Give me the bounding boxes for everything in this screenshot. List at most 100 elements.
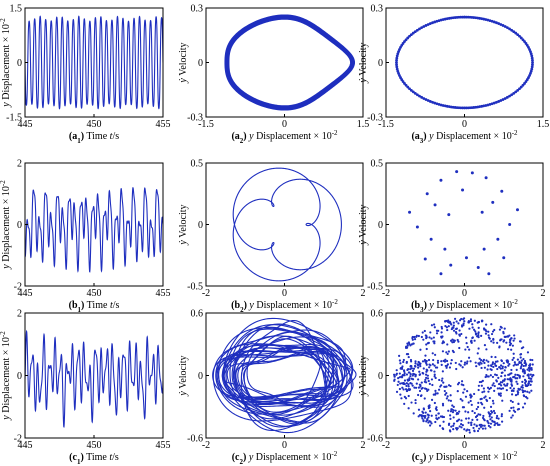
poincare-point bbox=[476, 414, 479, 417]
poincare-point bbox=[515, 208, 519, 212]
poincare-point bbox=[487, 334, 490, 337]
phase-orbit bbox=[225, 344, 335, 407]
poincare-point bbox=[476, 335, 479, 338]
poincare-point bbox=[490, 340, 493, 343]
poincare-point bbox=[444, 393, 447, 396]
poincare-point bbox=[436, 359, 440, 362]
poincare-point bbox=[398, 372, 401, 375]
poincare-point bbox=[455, 412, 458, 416]
poincare-point bbox=[523, 359, 527, 363]
poincare-point bbox=[430, 422, 433, 425]
poincare-point bbox=[473, 429, 476, 432]
poincare-point bbox=[492, 101, 496, 105]
poincare-point bbox=[500, 359, 504, 363]
poincare-point bbox=[419, 365, 422, 368]
poincare-point bbox=[433, 373, 436, 376]
poincare-point bbox=[518, 34, 521, 38]
poincare-point bbox=[425, 361, 428, 365]
poincare-point bbox=[520, 363, 524, 366]
poincare-point bbox=[531, 373, 535, 377]
poincare-point bbox=[469, 396, 472, 399]
poincare-point bbox=[474, 330, 477, 333]
poincare-point bbox=[402, 381, 405, 385]
poincare-point bbox=[501, 371, 504, 374]
poincare-point bbox=[480, 397, 483, 400]
panel-a2: -1.5 0 1.5 -0.3 0 0.3 ẏ Velocity (a2) y Displac… bbox=[178, 4, 369, 146]
poincare-point bbox=[528, 366, 531, 369]
poincare-point bbox=[467, 356, 471, 359]
poincare-point bbox=[416, 363, 419, 366]
poincare-point bbox=[448, 429, 452, 432]
poincare-point bbox=[449, 394, 452, 397]
y-axis-label: ẏ Velocity bbox=[178, 42, 189, 83]
poincare-point bbox=[422, 97, 426, 100]
poincare-point bbox=[418, 383, 421, 386]
poincare-point bbox=[472, 426, 475, 430]
poincare-point bbox=[476, 352, 479, 355]
poincare-point bbox=[508, 409, 511, 412]
poincare-point bbox=[521, 406, 525, 409]
panel-caption: (a1) Time t/s bbox=[69, 131, 119, 145]
poincare-point bbox=[430, 414, 433, 417]
poincare-point bbox=[505, 95, 509, 99]
poincare-point bbox=[530, 54, 534, 58]
poincare-point bbox=[395, 58, 398, 62]
poincare-point bbox=[434, 376, 437, 380]
poincare-point bbox=[530, 368, 533, 371]
poincare-point bbox=[426, 99, 430, 102]
poincare-point bbox=[451, 404, 454, 407]
x-tick-label: 2 bbox=[541, 440, 546, 451]
poincare-point bbox=[430, 398, 434, 401]
poincare-point bbox=[424, 24, 428, 27]
y-tick-label: 0.3 bbox=[191, 4, 204, 15]
poincare-point bbox=[494, 422, 497, 425]
poincare-point bbox=[519, 85, 523, 89]
poincare-point bbox=[512, 406, 515, 409]
poincare-point bbox=[467, 421, 470, 424]
poincare-point bbox=[477, 347, 480, 350]
poincare-point bbox=[409, 375, 412, 378]
poincare-point bbox=[508, 363, 511, 366]
x-tick-label: 0 bbox=[462, 288, 467, 299]
poincare-point bbox=[475, 365, 478, 368]
poincare-point bbox=[484, 176, 488, 180]
poincare-point bbox=[472, 328, 476, 331]
y-tick-label: 0 bbox=[198, 58, 203, 69]
poincare-point bbox=[488, 415, 491, 418]
poincare-point bbox=[408, 34, 411, 38]
poincare-point bbox=[512, 91, 516, 95]
poincare-point bbox=[411, 369, 415, 372]
series-line-b1 bbox=[25, 186, 163, 273]
poincare-point bbox=[500, 415, 503, 418]
poincare-point bbox=[433, 20, 437, 24]
poincare-point bbox=[516, 382, 519, 385]
poincare-point bbox=[529, 72, 532, 75]
poincare-point bbox=[480, 384, 483, 387]
poincare-point bbox=[403, 395, 406, 398]
poincare-point bbox=[462, 322, 465, 325]
phase-orbit bbox=[232, 323, 346, 428]
poincare-point bbox=[455, 332, 458, 335]
poincare-point bbox=[446, 328, 449, 332]
poincare-point bbox=[490, 355, 493, 358]
poincare-point bbox=[418, 363, 421, 366]
poincare-point bbox=[458, 329, 461, 332]
poincare-point bbox=[473, 392, 476, 396]
poincare-point bbox=[411, 384, 414, 387]
poincare-point bbox=[499, 23, 503, 26]
poincare-point bbox=[514, 90, 518, 94]
poincare-point bbox=[496, 360, 499, 363]
poincare-point bbox=[459, 398, 462, 401]
poincare-point bbox=[401, 373, 404, 377]
poincare-point bbox=[412, 412, 415, 415]
poincare-point bbox=[520, 359, 523, 362]
poincare-point bbox=[465, 336, 468, 339]
poincare-point bbox=[461, 188, 465, 192]
poincare-point bbox=[501, 365, 504, 368]
poincare-point bbox=[433, 364, 436, 367]
poincare-point bbox=[446, 352, 449, 356]
poincare-point bbox=[478, 357, 481, 360]
poincare-point bbox=[440, 327, 444, 330]
poincare-point bbox=[423, 358, 427, 362]
plot-area-c2 bbox=[212, 317, 357, 434]
